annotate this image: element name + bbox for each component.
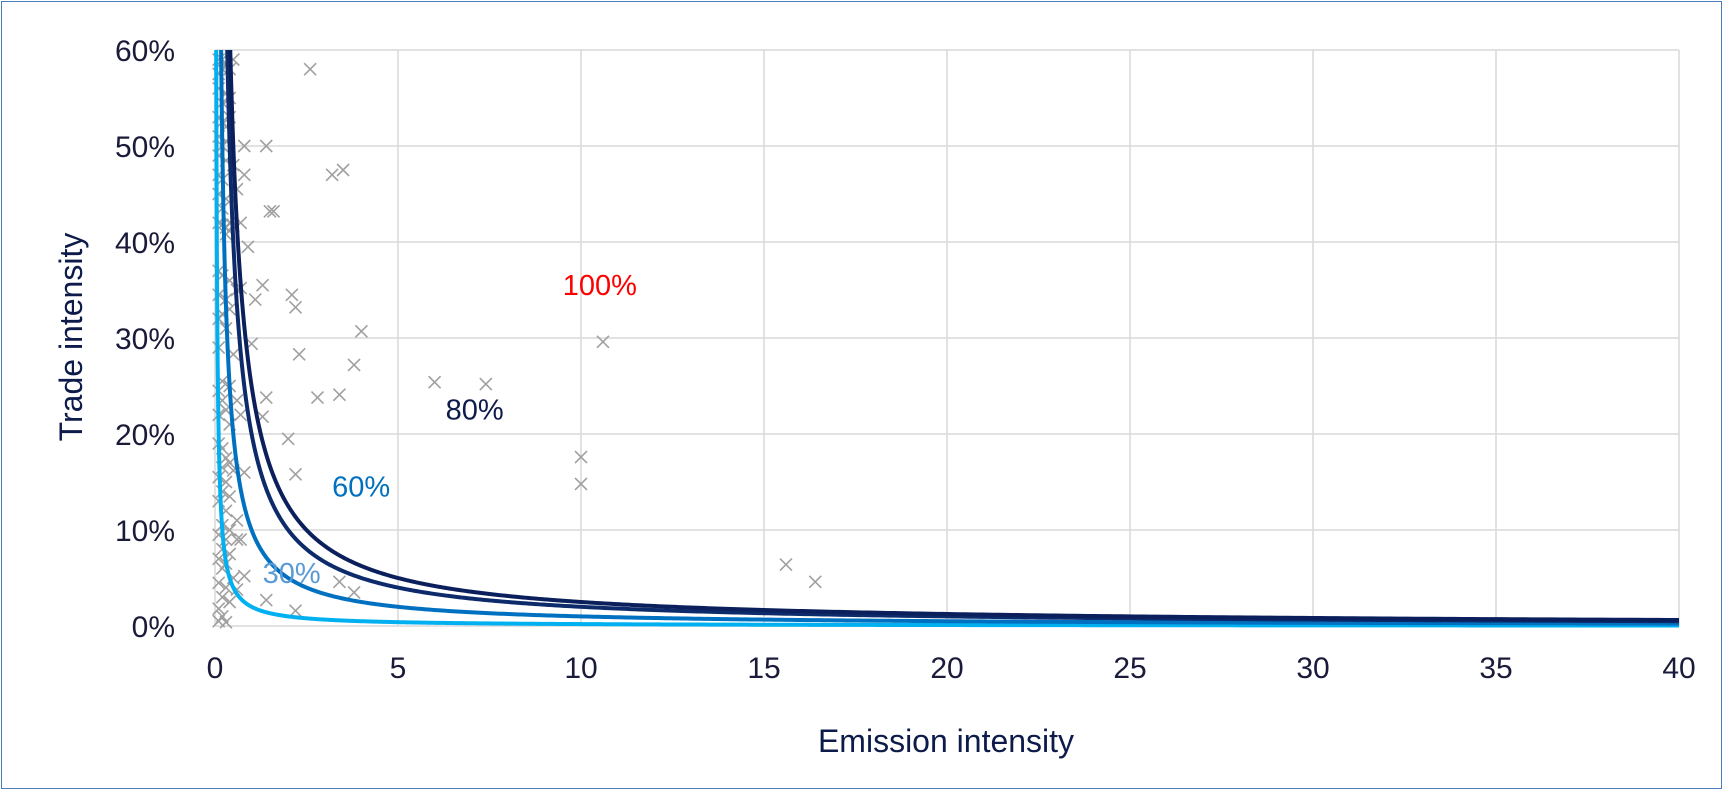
- data-point: [212, 576, 226, 590]
- data-point: [336, 163, 350, 177]
- curve-label-30pct: 30%: [263, 558, 321, 590]
- data-point: [808, 575, 822, 589]
- curve-80pct: [225, 49, 1680, 624]
- curve-100pct: [228, 49, 1680, 622]
- data-point: [219, 615, 233, 629]
- data-points: [212, 53, 822, 629]
- data-point: [288, 467, 303, 481]
- data-point: [354, 324, 368, 338]
- data-point: [288, 604, 303, 618]
- data-point: [281, 432, 295, 446]
- threshold-curves: [214, 49, 1680, 628]
- y-tick-label: 10%: [115, 515, 175, 548]
- data-point: [230, 393, 244, 407]
- data-point: [285, 288, 299, 302]
- data-point: [259, 390, 273, 405]
- data-point: [237, 139, 251, 153]
- curve-labels: 30% 60% 80% 100%: [263, 270, 637, 590]
- x-tick-label: 5: [390, 652, 407, 685]
- data-point: [256, 278, 270, 292]
- data-point: [223, 523, 237, 537]
- data-point: [234, 408, 248, 422]
- data-point: [223, 456, 237, 470]
- x-tick-label: 15: [747, 652, 780, 685]
- x-tick-label: 30: [1296, 652, 1329, 685]
- data-point: [332, 388, 347, 402]
- x-axis-title: Emission intensity: [818, 723, 1074, 759]
- y-tick-label: 30%: [115, 323, 175, 356]
- y-tick-label: 0%: [132, 611, 175, 644]
- data-point: [303, 62, 317, 76]
- curve-label-60pct: 60%: [332, 471, 390, 503]
- curve-label-80pct: 80%: [446, 395, 504, 427]
- x-tick-label: 25: [1113, 652, 1146, 685]
- x-tick-label: 35: [1479, 652, 1512, 685]
- data-point: [574, 450, 588, 464]
- x-tick-label: 10: [564, 652, 597, 685]
- curve-60pct: [219, 49, 1680, 626]
- x-tick-label: 0: [207, 652, 224, 685]
- data-point: [596, 335, 610, 349]
- y-tick-label: 20%: [115, 419, 175, 452]
- x-tick-labels: 0 5 10 15 20 25 30 35 40: [207, 652, 1696, 685]
- data-point: [259, 139, 273, 153]
- curve-label-100pct: 100%: [563, 270, 637, 302]
- data-point: [347, 358, 361, 372]
- data-point: [292, 347, 306, 361]
- data-point: [266, 204, 281, 218]
- data-point: [223, 595, 237, 609]
- data-point: [325, 168, 339, 182]
- data-point: [237, 168, 251, 182]
- y-axis-title: Trade intensity: [53, 233, 89, 442]
- data-point: [288, 300, 303, 314]
- data-point: [215, 590, 229, 604]
- data-point: [574, 477, 588, 491]
- x-tick-label: 20: [930, 652, 963, 685]
- gridlines: [214, 49, 1680, 627]
- data-point: [263, 204, 277, 218]
- y-tick-label: 60%: [115, 35, 175, 68]
- data-point: [237, 569, 251, 583]
- y-tick-labels: 0% 10% 20% 30% 40% 50% 60%: [115, 35, 175, 644]
- data-point: [259, 593, 273, 607]
- data-point: [779, 557, 793, 572]
- data-point: [241, 240, 255, 254]
- y-tick-label: 50%: [115, 131, 175, 164]
- data-point: [310, 390, 325, 405]
- curve-30pct: [214, 49, 1680, 628]
- x-tick-label: 40: [1662, 652, 1695, 685]
- data-point: [223, 489, 237, 503]
- data-point: [212, 602, 226, 616]
- data-point: [347, 585, 361, 599]
- y-tick-label: 40%: [115, 227, 175, 260]
- data-point: [248, 293, 262, 307]
- data-point: [428, 375, 442, 389]
- data-point: [479, 377, 493, 391]
- data-point: [212, 552, 226, 566]
- data-point: [230, 533, 244, 547]
- data-point: [332, 575, 347, 589]
- data-point: [234, 533, 248, 547]
- data-point: [230, 513, 244, 527]
